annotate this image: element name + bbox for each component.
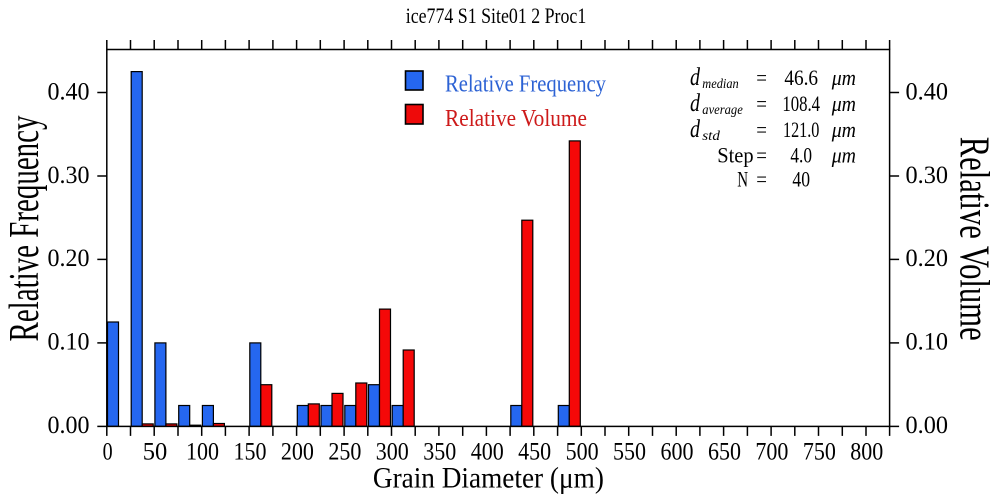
svg-text:Relative Frequency: Relative Frequency xyxy=(445,72,606,98)
svg-text:μm: μm xyxy=(831,117,856,142)
svg-text:500: 500 xyxy=(566,439,599,466)
svg-text:Grain Diameter (μm): Grain Diameter (μm) xyxy=(373,462,604,495)
svg-text:750: 750 xyxy=(803,439,836,466)
svg-text:108.4: 108.4 xyxy=(782,91,820,116)
svg-text:0.10: 0.10 xyxy=(906,329,949,356)
svg-text:=: = xyxy=(756,143,767,168)
svg-text:ice774 S1 Site01 2 Proc1: ice774 S1 Site01 2 Proc1 xyxy=(406,3,587,28)
svg-text:d: d xyxy=(690,116,700,143)
svg-text:Relative Volume: Relative Volume xyxy=(951,137,997,341)
svg-text:250: 250 xyxy=(328,439,361,466)
svg-text:200: 200 xyxy=(281,439,314,466)
svg-text:=: = xyxy=(756,167,767,192)
svg-text:550: 550 xyxy=(613,439,646,466)
svg-text:0: 0 xyxy=(103,439,113,466)
svg-text:400: 400 xyxy=(471,439,504,466)
svg-text:450: 450 xyxy=(518,439,551,466)
svg-text:N: N xyxy=(737,167,748,192)
svg-text:std: std xyxy=(702,129,721,144)
svg-text:40: 40 xyxy=(792,167,810,192)
svg-text:0.40: 0.40 xyxy=(906,78,949,105)
svg-text:average: average xyxy=(702,103,743,118)
svg-text:0.30: 0.30 xyxy=(48,162,90,189)
svg-text:0.40: 0.40 xyxy=(48,78,90,105)
svg-text:350: 350 xyxy=(423,439,456,466)
svg-text:300: 300 xyxy=(376,439,409,466)
svg-text:=: = xyxy=(756,65,767,90)
svg-text:0.10: 0.10 xyxy=(48,329,90,356)
svg-text:50: 50 xyxy=(143,439,168,466)
svg-text:700: 700 xyxy=(755,439,788,466)
svg-text:46.6: 46.6 xyxy=(784,65,818,90)
svg-text:=: = xyxy=(756,117,767,142)
svg-text:100: 100 xyxy=(186,439,219,466)
svg-text:0.30: 0.30 xyxy=(906,162,949,189)
svg-text:μm: μm xyxy=(831,65,856,90)
svg-text:800: 800 xyxy=(850,439,883,466)
svg-text:0.20: 0.20 xyxy=(48,245,90,272)
svg-text:d: d xyxy=(690,64,700,91)
svg-text:d: d xyxy=(690,90,700,117)
svg-text:121.0: 121.0 xyxy=(783,117,819,142)
svg-text:Relative Volume: Relative Volume xyxy=(445,106,587,132)
svg-text:Relative Frequency: Relative Frequency xyxy=(2,116,48,342)
svg-text:0.20: 0.20 xyxy=(906,245,949,272)
svg-text:0.00: 0.00 xyxy=(48,412,90,439)
svg-text:μm: μm xyxy=(831,143,856,168)
svg-text:μm: μm xyxy=(831,91,856,116)
svg-text:=: = xyxy=(756,91,767,116)
svg-text:0.00: 0.00 xyxy=(906,412,949,439)
svg-text:median: median xyxy=(702,77,738,92)
svg-text:650: 650 xyxy=(708,439,741,466)
svg-text:600: 600 xyxy=(661,439,694,466)
svg-text:Step: Step xyxy=(717,143,753,168)
svg-text:150: 150 xyxy=(233,439,266,466)
svg-text:4.0: 4.0 xyxy=(790,143,812,168)
